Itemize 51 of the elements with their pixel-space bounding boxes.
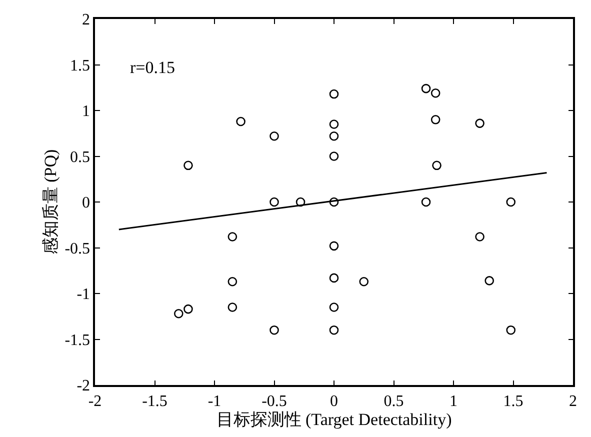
y-tick-label: -1.5: [64, 332, 90, 349]
point: [270, 131, 279, 141]
point: [329, 273, 339, 283]
point: [228, 302, 238, 312]
point: [329, 152, 339, 161]
point: [296, 197, 306, 207]
point: [329, 241, 339, 251]
point: [228, 276, 238, 286]
point: [506, 325, 516, 335]
x-tick-label: 1.5: [503, 392, 524, 410]
x-tick-label: 1: [450, 392, 458, 410]
point: [506, 197, 516, 207]
point: [329, 325, 339, 335]
y-tick-label: -0.5: [64, 240, 90, 258]
y-tick-label: 1.5: [70, 57, 90, 74]
x-tick-label: 2: [569, 392, 577, 410]
point: [475, 232, 484, 242]
x-tick-label: -0.5: [262, 392, 287, 410]
x-tick-label: 0: [330, 392, 338, 410]
point: [430, 88, 440, 98]
x-tick-label: -1: [208, 392, 222, 410]
point: [484, 276, 494, 286]
annotation: r=0.15: [130, 58, 175, 77]
x-tick-label: -1.5: [142, 392, 168, 410]
y-tick-label: 1: [82, 103, 90, 120]
point: [475, 118, 484, 128]
point: [430, 115, 440, 124]
point: [359, 276, 369, 286]
point: [228, 232, 238, 242]
y-tick-label: -1: [76, 286, 90, 304]
y-tick-label: 2: [82, 12, 90, 29]
point: [329, 120, 339, 129]
point: [432, 160, 442, 170]
y-axis-title: 感知质量 (PQ): [40, 149, 60, 255]
y-tick-label: 0.5: [70, 148, 90, 166]
point: [174, 308, 184, 318]
x-axis-title: 目标探测性 (Target Detectability): [216, 410, 452, 429]
y-tick-label: -2: [76, 378, 90, 395]
point: [329, 89, 339, 99]
point: [184, 160, 193, 170]
point: [270, 197, 279, 207]
point: [421, 84, 431, 94]
x-tick-label: 0.5: [384, 392, 404, 410]
point: [329, 302, 339, 312]
point: [329, 197, 339, 207]
point: [270, 325, 279, 335]
y-tick-label: 0: [82, 194, 90, 212]
point: [236, 116, 246, 126]
point: [184, 304, 193, 314]
point: [329, 131, 339, 141]
point: [421, 197, 431, 207]
